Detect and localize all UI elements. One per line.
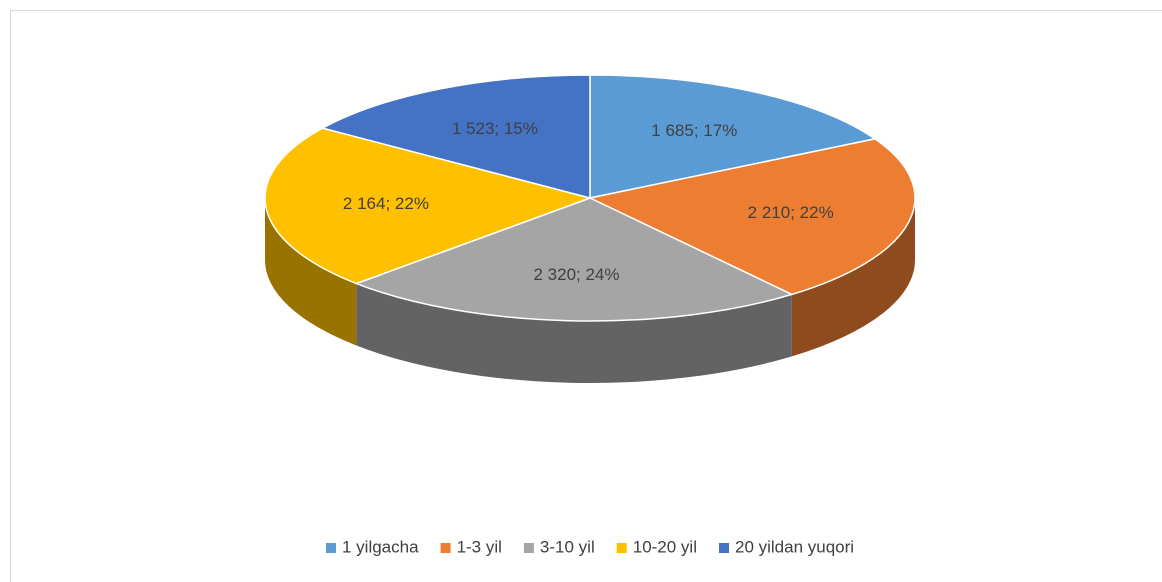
slice (320, 74, 591, 199)
slice (264, 127, 593, 285)
chart-border (10, 10, 1162, 582)
legend: 1 yilgacha 1-3 yil 3-10 yil 10-20 yil 20 yil… (326, 537, 854, 556)
slice-side (356, 283, 792, 383)
data-label: 2 210; 22% (748, 203, 834, 222)
slice-side (791, 198, 915, 357)
slice-side (265, 198, 357, 346)
legend-label: 3-10 yil (540, 537, 595, 556)
legend-swatch (719, 543, 729, 553)
slice (589, 74, 877, 199)
data-label: 2 320; 24% (533, 265, 619, 284)
data-label: 1 685; 17% (651, 121, 737, 140)
data-label: 2 164; 22% (343, 194, 429, 213)
legend-swatch (326, 543, 336, 553)
data-label: 1 523; 15% (452, 119, 538, 138)
slice (587, 138, 916, 296)
legend-label: 10-20 yil (633, 537, 697, 556)
slice (354, 197, 794, 322)
legend-swatch (616, 543, 627, 553)
legend-swatch (440, 543, 451, 553)
legend-label: 20 yildan yuqori (735, 537, 854, 556)
legend-label: 1 yilgacha (342, 537, 419, 556)
legend-swatch (523, 543, 534, 553)
legend-label: 1-3 yil (457, 537, 502, 556)
